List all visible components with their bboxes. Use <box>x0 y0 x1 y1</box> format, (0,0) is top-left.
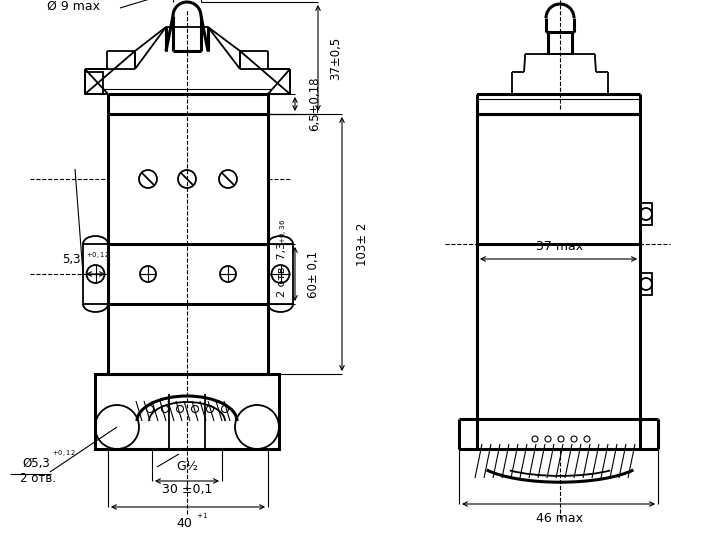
Text: $^{+0,36}$: $^{+0,36}$ <box>280 219 290 244</box>
Text: 37 max: 37 max <box>536 240 583 254</box>
Text: 30 ±0,1: 30 ±0,1 <box>162 483 212 496</box>
Text: Ø5,3: Ø5,3 <box>22 457 50 470</box>
Text: $^{+0,12}$: $^{+0,12}$ <box>86 252 109 262</box>
Bar <box>85 72 103 94</box>
Text: 2 отв.: 2 отв. <box>20 473 56 485</box>
Text: 37±0,5: 37±0,5 <box>329 36 343 80</box>
Bar <box>268 244 293 304</box>
Bar <box>95 374 279 449</box>
Text: 60± 0,1: 60± 0,1 <box>306 250 319 298</box>
Text: $^{+1}$: $^{+1}$ <box>196 513 208 523</box>
Text: 2 отв. 7,3: 2 отв. 7,3 <box>277 242 287 296</box>
Text: $^{+0,12}$: $^{+0,12}$ <box>52 450 76 460</box>
Bar <box>640 203 652 225</box>
Text: 103± 2: 103± 2 <box>356 222 368 266</box>
Text: 6,5±0,18: 6,5±0,18 <box>308 77 321 131</box>
Bar <box>477 114 640 449</box>
Bar <box>83 244 108 304</box>
Text: 5,3: 5,3 <box>63 253 81 266</box>
Bar <box>640 273 652 295</box>
Text: 46 max: 46 max <box>536 512 583 524</box>
Text: G½: G½ <box>176 461 198 473</box>
Text: Ø 9 max: Ø 9 max <box>47 0 100 13</box>
Text: 40: 40 <box>176 517 192 530</box>
